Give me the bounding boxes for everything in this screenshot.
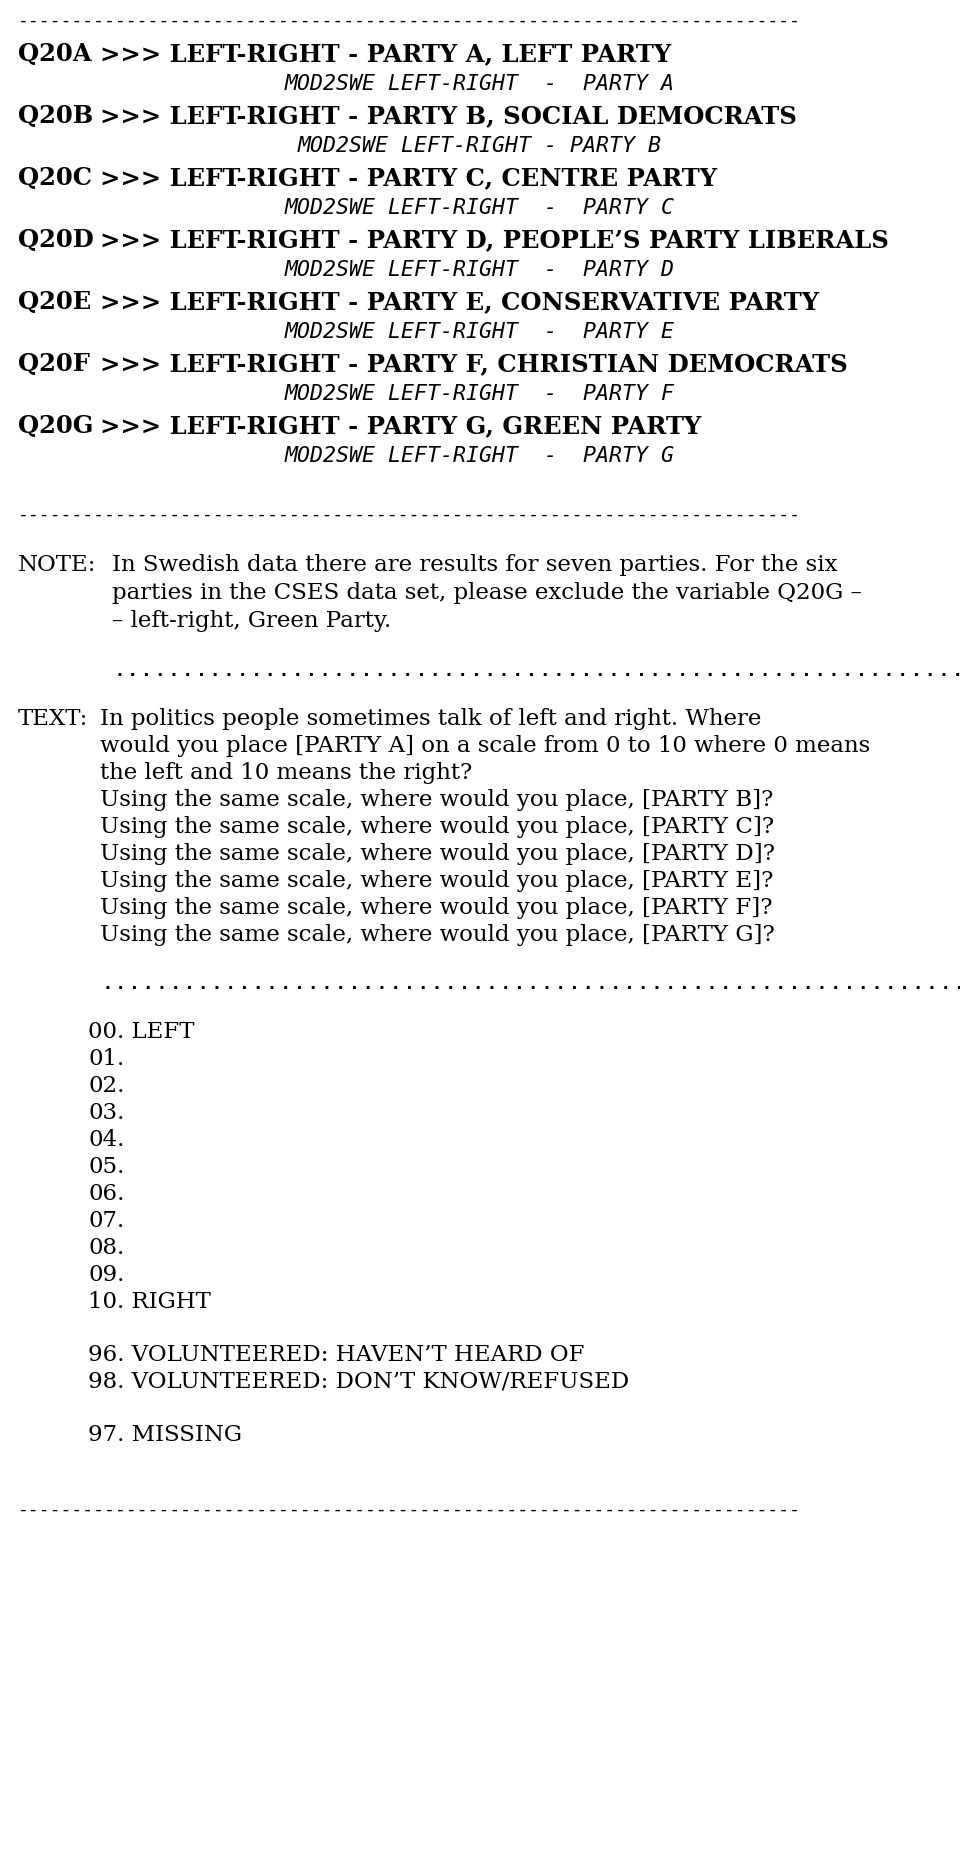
- Text: 01.: 01.: [88, 1048, 124, 1070]
- Text: the left and 10 means the right?: the left and 10 means the right?: [100, 762, 472, 785]
- Text: MOD2SWE LEFT-RIGHT  -  PARTY A: MOD2SWE LEFT-RIGHT - PARTY A: [285, 75, 675, 93]
- Text: 97. MISSING: 97. MISSING: [88, 1423, 242, 1446]
- Text: >>> LEFT-RIGHT - PARTY A, LEFT PARTY: >>> LEFT-RIGHT - PARTY A, LEFT PARTY: [100, 41, 671, 65]
- Text: >>> LEFT-RIGHT - PARTY G, GREEN PARTY: >>> LEFT-RIGHT - PARTY G, GREEN PARTY: [100, 415, 701, 437]
- Text: ------------------------------------------------------------------------: ----------------------------------------…: [18, 506, 801, 525]
- Text: Q20D: Q20D: [18, 228, 94, 252]
- Text: Q20A: Q20A: [18, 41, 91, 65]
- Text: 03.: 03.: [88, 1102, 125, 1125]
- Text: Q20F: Q20F: [18, 351, 90, 375]
- Text: Using the same scale, where would you place, [PARTY F]?: Using the same scale, where would you pl…: [100, 897, 773, 919]
- Text: 05.: 05.: [88, 1156, 125, 1179]
- Text: 98. VOLUNTEERED: DON’T KNOW/REFUSED: 98. VOLUNTEERED: DON’T KNOW/REFUSED: [88, 1371, 629, 1394]
- Text: 10. RIGHT: 10. RIGHT: [88, 1291, 211, 1313]
- Text: MOD2SWE LEFT-RIGHT - PARTY B: MOD2SWE LEFT-RIGHT - PARTY B: [298, 136, 662, 157]
- Text: 96. VOLUNTEERED: HAVEN’T HEARD OF: 96. VOLUNTEERED: HAVEN’T HEARD OF: [88, 1343, 585, 1366]
- Text: .................................................................: ........................................…: [112, 658, 960, 682]
- Text: TEXT:: TEXT:: [18, 708, 88, 730]
- Text: MOD2SWE LEFT-RIGHT  -  PARTY C: MOD2SWE LEFT-RIGHT - PARTY C: [285, 198, 675, 219]
- Text: Q20E: Q20E: [18, 290, 91, 314]
- Text: Q20G: Q20G: [18, 415, 93, 437]
- Text: 09.: 09.: [88, 1265, 125, 1285]
- Text: >>> LEFT-RIGHT - PARTY B, SOCIAL DEMOCRATS: >>> LEFT-RIGHT - PARTY B, SOCIAL DEMOCRA…: [100, 105, 797, 129]
- Text: .................................................................: ........................................…: [100, 971, 960, 994]
- Text: Using the same scale, where would you place, [PARTY G]?: Using the same scale, where would you pl…: [100, 925, 775, 945]
- Text: Using the same scale, where would you place, [PARTY D]?: Using the same scale, where would you pl…: [100, 842, 775, 865]
- Text: Using the same scale, where would you place, [PARTY B]?: Using the same scale, where would you pl…: [100, 788, 774, 811]
- Text: 07.: 07.: [88, 1210, 124, 1233]
- Text: would you place [PARTY A] on a scale from 0 to 10 where 0 means: would you place [PARTY A] on a scale fro…: [100, 734, 871, 757]
- Text: MOD2SWE LEFT-RIGHT  -  PARTY G: MOD2SWE LEFT-RIGHT - PARTY G: [285, 446, 675, 465]
- Text: >>> LEFT-RIGHT - PARTY C, CENTRE PARTY: >>> LEFT-RIGHT - PARTY C, CENTRE PARTY: [100, 166, 717, 191]
- Text: In politics people sometimes talk of left and right. Where: In politics people sometimes talk of lef…: [100, 708, 761, 730]
- Text: MOD2SWE LEFT-RIGHT  -  PARTY F: MOD2SWE LEFT-RIGHT - PARTY F: [285, 385, 675, 403]
- Text: Using the same scale, where would you place, [PARTY C]?: Using the same scale, where would you pl…: [100, 816, 774, 839]
- Text: MOD2SWE LEFT-RIGHT  -  PARTY D: MOD2SWE LEFT-RIGHT - PARTY D: [285, 260, 675, 280]
- Text: Using the same scale, where would you place, [PARTY E]?: Using the same scale, where would you pl…: [100, 870, 774, 893]
- Text: Q20C: Q20C: [18, 166, 92, 191]
- Text: 08.: 08.: [88, 1237, 124, 1259]
- Text: parties in the CSES data set, please exclude the variable Q20G –: parties in the CSES data set, please exc…: [112, 583, 862, 603]
- Text: ------------------------------------------------------------------------: ----------------------------------------…: [18, 1502, 801, 1519]
- Text: 06.: 06.: [88, 1182, 125, 1205]
- Text: In Swedish data there are results for seven parties. For the six: In Swedish data there are results for se…: [112, 555, 837, 575]
- Text: – left-right, Green Party.: – left-right, Green Party.: [112, 611, 392, 631]
- Text: 02.: 02.: [88, 1074, 125, 1097]
- Text: >>> LEFT-RIGHT - PARTY D, PEOPLE’S PARTY LIBERALS: >>> LEFT-RIGHT - PARTY D, PEOPLE’S PARTY…: [100, 228, 889, 252]
- Text: >>> LEFT-RIGHT - PARTY E, CONSERVATIVE PARTY: >>> LEFT-RIGHT - PARTY E, CONSERVATIVE P…: [100, 290, 819, 314]
- Text: 04.: 04.: [88, 1128, 125, 1151]
- Text: ------------------------------------------------------------------------: ----------------------------------------…: [18, 11, 801, 30]
- Text: >>> LEFT-RIGHT - PARTY F, CHRISTIAN DEMOCRATS: >>> LEFT-RIGHT - PARTY F, CHRISTIAN DEMO…: [100, 351, 848, 375]
- Text: MOD2SWE LEFT-RIGHT  -  PARTY E: MOD2SWE LEFT-RIGHT - PARTY E: [285, 321, 675, 342]
- Text: 00. LEFT: 00. LEFT: [88, 1022, 195, 1042]
- Text: Q20B: Q20B: [18, 105, 93, 129]
- Text: NOTE:: NOTE:: [18, 555, 97, 575]
